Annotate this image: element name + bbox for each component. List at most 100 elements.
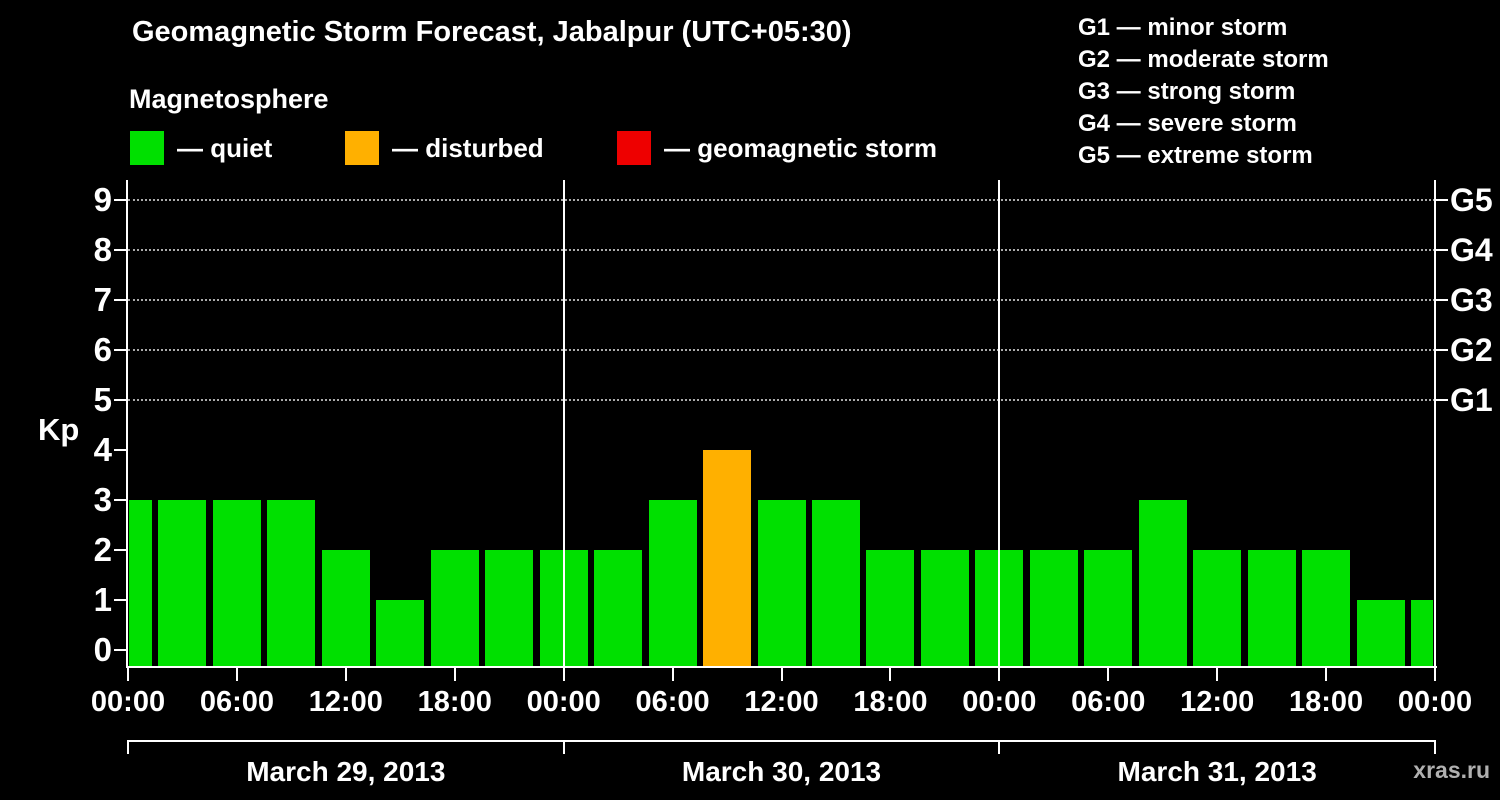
watermark-xras: xras.ru — [1413, 757, 1490, 783]
g-tick-label: G2 — [1450, 332, 1493, 368]
time-tick — [671, 668, 674, 681]
kp-bar — [485, 550, 534, 666]
y-axis-line — [126, 180, 128, 668]
time-tick — [1434, 668, 1436, 681]
kp-bar — [1356, 600, 1405, 666]
date-boundary-tick — [127, 740, 129, 754]
g-tick-label: G1 — [1450, 382, 1493, 418]
time-tick — [453, 668, 456, 681]
y-tick — [114, 299, 126, 301]
y-tick-label: 9 — [93, 181, 112, 218]
date-boundary-tick — [1434, 740, 1436, 754]
time-tick — [889, 668, 892, 681]
g-tick — [1436, 299, 1448, 301]
date-label: March 31, 2013 — [1117, 756, 1317, 787]
y-tick-label: 3 — [93, 481, 112, 518]
kp-bar — [129, 500, 152, 666]
date-boundary-tick — [998, 740, 1001, 754]
kp-bar — [321, 550, 370, 666]
y-tick — [114, 249, 126, 251]
magnetosphere-heading: Magnetosphere — [129, 84, 329, 114]
time-tick-label: 00:00 — [1397, 686, 1473, 718]
y-tick-label: 5 — [93, 381, 112, 418]
y-axis-title: Kp — [38, 412, 80, 447]
kp-bar — [1411, 600, 1433, 666]
time-tick-label: 18:00 — [417, 686, 492, 718]
date-axis-line — [128, 740, 1435, 742]
gridline-kp9 — [128, 199, 1435, 201]
g-tick — [1436, 399, 1448, 401]
chart-title: Geomagnetic Storm Forecast, Jabalpur (UT… — [132, 16, 852, 48]
y-tick-label: 8 — [93, 231, 112, 268]
g-tick-label: G4 — [1450, 232, 1493, 268]
gridline-kp5 — [128, 399, 1435, 401]
y-tick — [114, 349, 126, 351]
right-axis-line — [1434, 180, 1436, 668]
time-tick — [562, 668, 565, 681]
disturbed-label: — disturbed — [392, 133, 544, 163]
time-tick-label: 06:00 — [635, 686, 710, 718]
time-tick-label: 00:00 — [526, 686, 601, 718]
y-tick — [114, 199, 126, 201]
g-legend-item: G5 — extreme storm — [1078, 142, 1313, 169]
g-legend-item: G1 — minor storm — [1078, 14, 1288, 41]
kp-bar — [1029, 550, 1078, 666]
time-tick — [1216, 668, 1219, 681]
time-tick — [344, 668, 347, 681]
gridline-kp6 — [128, 349, 1435, 351]
kp-bar — [648, 500, 697, 666]
g-tick — [1436, 249, 1448, 251]
kp-bar — [376, 600, 425, 666]
time-tick — [780, 668, 783, 681]
quiet-swatch — [130, 131, 164, 165]
g-legend-item: G2 — moderate storm — [1078, 46, 1329, 73]
g-tick-label: G3 — [1450, 282, 1493, 318]
date-boundary-tick — [562, 740, 565, 754]
time-tick-label: 06:00 — [199, 686, 274, 718]
kp-bar — [1193, 550, 1242, 666]
disturbed-swatch — [345, 131, 379, 165]
y-tick-label: 7 — [93, 281, 112, 318]
kp-bar — [1138, 500, 1187, 666]
kp-bar — [594, 550, 643, 666]
time-tick-label: 00:00 — [962, 686, 1037, 718]
day-separator — [562, 180, 565, 668]
y-tick-label: 2 — [93, 531, 112, 568]
kp-bar — [430, 550, 479, 666]
quiet-label: — quiet — [177, 133, 273, 163]
y-tick-label: 4 — [93, 431, 112, 468]
time-tick-label: 12:00 — [744, 686, 819, 718]
y-tick — [114, 499, 126, 501]
kp-bar — [866, 550, 915, 666]
date-label: March 30, 2013 — [681, 756, 882, 787]
g-legend-item: G4 — severe storm — [1078, 110, 1297, 137]
time-tick-label: 00:00 — [90, 686, 166, 718]
y-tick-label: 1 — [93, 581, 112, 618]
kp-bar — [212, 500, 261, 666]
kp-bar — [757, 500, 806, 666]
time-tick-label: 18:00 — [1288, 686, 1364, 718]
y-tick — [114, 549, 126, 551]
storm-swatch — [617, 131, 651, 165]
gridline-kp7 — [128, 299, 1435, 301]
g-tick — [1436, 349, 1448, 351]
g-legend-item: G3 — strong storm — [1078, 78, 1296, 105]
kp-bar — [158, 500, 207, 666]
x-axis-line — [126, 666, 1437, 668]
y-tick — [114, 399, 126, 401]
kp-bar — [811, 500, 860, 666]
kp-bar — [267, 500, 316, 666]
g-tick-label: G5 — [1450, 182, 1493, 218]
kp-bar — [1302, 550, 1351, 666]
y-tick — [114, 649, 126, 651]
g-tick — [1436, 199, 1448, 201]
kp-bar — [703, 450, 752, 666]
y-tick-label: 6 — [93, 331, 112, 368]
y-tick — [114, 449, 126, 451]
time-tick-label: 12:00 — [308, 686, 383, 718]
y-tick-label: 0 — [93, 631, 112, 668]
gridline-kp8 — [128, 249, 1435, 251]
y-tick — [114, 599, 126, 601]
time-tick — [1325, 668, 1328, 681]
